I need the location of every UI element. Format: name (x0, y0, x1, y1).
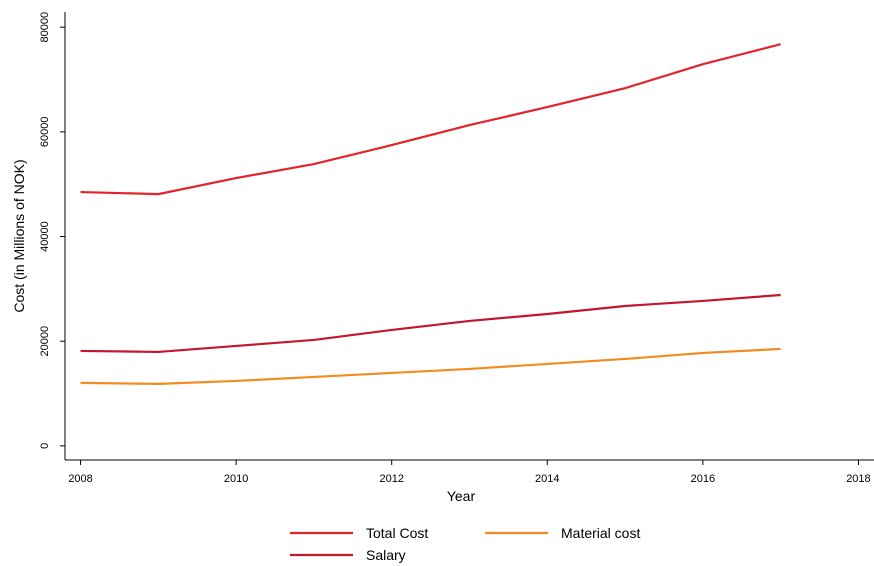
x-tick-label: 2016 (691, 473, 715, 485)
line-series (80, 293, 781, 354)
x-axis-title: Year (447, 488, 476, 504)
y-tick-label: 80000 (39, 12, 51, 43)
legend-label: Total Cost (366, 525, 428, 541)
x-tick-label: 2010 (224, 473, 248, 485)
legend-label: Salary (366, 547, 406, 563)
y-tick-label: 0 (39, 443, 51, 449)
x-tick-label: 2008 (68, 473, 92, 485)
line-series (80, 43, 781, 196)
x-tick-label: 2018 (846, 473, 870, 485)
y-tick-label: 20000 (39, 326, 51, 357)
legend-label: Material cost (561, 525, 640, 541)
y-tick-label: 60000 (39, 117, 51, 148)
line-series (80, 347, 781, 386)
x-tick-label: 2014 (535, 473, 559, 485)
x-tick-label: 2012 (379, 473, 403, 485)
y-axis-title: Cost (in Millions of NOK) (11, 159, 27, 312)
y-tick-label: 40000 (39, 221, 51, 252)
